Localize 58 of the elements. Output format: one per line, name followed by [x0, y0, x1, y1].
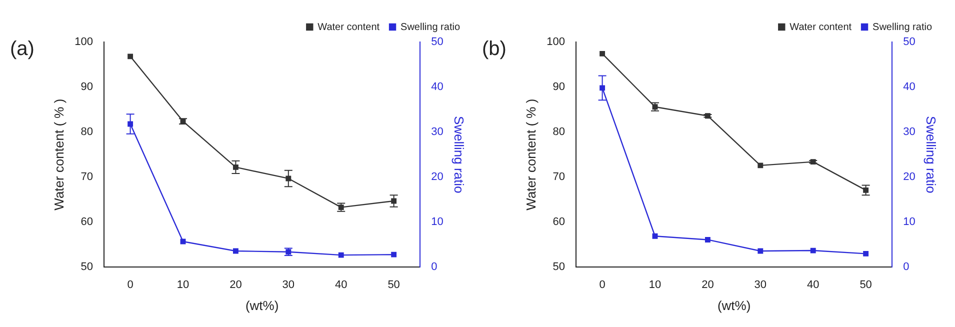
point — [232, 248, 238, 254]
point — [758, 248, 764, 254]
y-axis-title: Water content ( % ) — [51, 98, 66, 210]
y2-axis-title: Swelling ratio — [924, 116, 939, 194]
y-tick-label: 100 — [546, 36, 565, 48]
y2-axis-title: Swelling ratio — [452, 116, 467, 194]
x-axis-title: (wt%) — [717, 298, 751, 313]
point — [758, 162, 764, 168]
y-tick-label: 50 — [552, 261, 565, 274]
x-tick-label: 40 — [806, 278, 820, 291]
y2-tick-label: 20 — [903, 171, 916, 184]
y2-tick-label: 20 — [431, 171, 444, 184]
y-tick-label: 60 — [80, 216, 93, 228]
x-tick-label: 0 — [127, 278, 134, 291]
y-tick-label: 90 — [552, 81, 565, 94]
y2-tick-label: 10 — [903, 216, 916, 228]
point — [863, 250, 869, 256]
y-axis-title: Water content ( % ) — [523, 98, 538, 210]
y2-tick-label: 30 — [903, 126, 916, 138]
legend-label: Water content — [790, 22, 852, 33]
legend-label: Water content — [318, 22, 380, 33]
x-tick-label: 50 — [860, 278, 872, 291]
y2-tick-label: 50 — [903, 36, 916, 48]
point — [810, 248, 816, 254]
y-tick-label: 70 — [552, 171, 565, 184]
x-tick-label: 40 — [334, 278, 348, 291]
y2-tick-label: 30 — [431, 126, 444, 138]
y-tick-label: 80 — [80, 126, 93, 138]
point — [704, 237, 710, 242]
point — [600, 50, 606, 56]
y2-tick-label: 50 — [431, 36, 444, 48]
y2-tick-label: 0 — [903, 261, 910, 274]
x-tick-label: 50 — [388, 278, 400, 291]
legend-label: Swelling ratio — [400, 22, 460, 33]
x-tick-label: 20 — [702, 278, 714, 291]
x-tick-label: 10 — [176, 278, 190, 291]
y-tick-label: 50 — [80, 261, 93, 274]
chart-title: (a) — [10, 38, 34, 61]
y-tick-label: 70 — [80, 171, 93, 184]
x-tick-label: 30 — [282, 278, 295, 291]
x-tick-label: 10 — [648, 278, 662, 291]
y2-tick-label: 40 — [903, 81, 916, 94]
x-axis-title: (wt%) — [245, 298, 279, 313]
y2-tick-label: 10 — [431, 216, 444, 228]
y2-tick-label: 40 — [431, 81, 444, 94]
point — [338, 252, 344, 258]
legend-label: Swelling ratio — [872, 22, 932, 33]
point — [391, 252, 397, 258]
x-tick-label: 0 — [599, 278, 606, 291]
y-tick-label: 80 — [552, 126, 565, 138]
y-tick-label: 100 — [74, 36, 93, 48]
y-tick-label: 60 — [552, 216, 565, 228]
y2-tick-label: 0 — [431, 261, 438, 274]
point — [652, 233, 658, 239]
x-tick-label: 20 — [230, 278, 242, 291]
x-tick-label: 30 — [754, 278, 767, 291]
y-tick-label: 90 — [80, 81, 93, 94]
chart-title: (b) — [482, 38, 506, 61]
